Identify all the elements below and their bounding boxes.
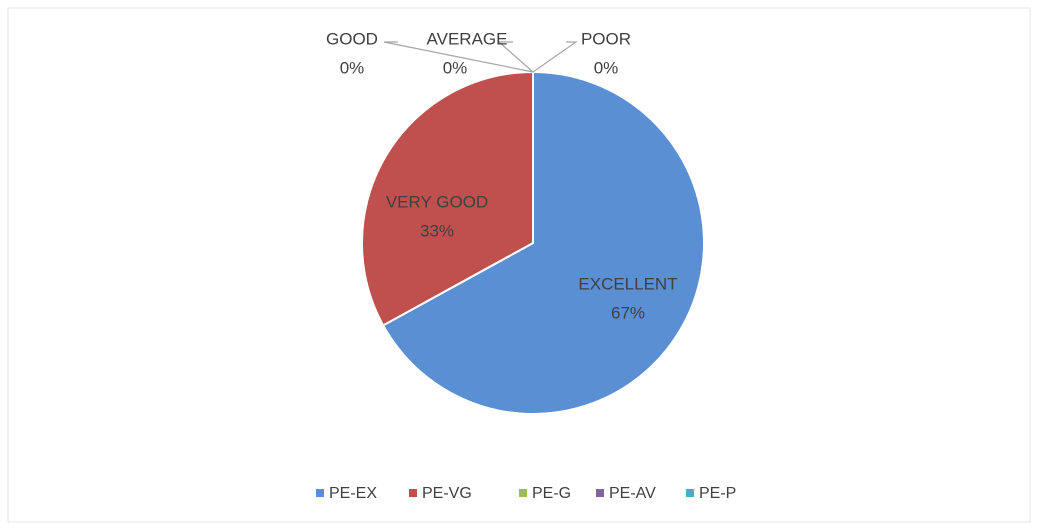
data-label-value: 0%	[340, 58, 365, 77]
legend-text: PE-G	[532, 485, 571, 502]
pie-slice	[381, 70, 705, 415]
data-label-name: EXCELLENT	[578, 274, 677, 293]
data-label-name: POOR	[581, 29, 631, 48]
data-label-value: 67%	[611, 303, 645, 322]
legend-marker	[596, 489, 604, 497]
data-label-value: 33%	[420, 221, 454, 240]
legend-text: PE-VG	[422, 485, 472, 502]
legend-text: PE-P	[699, 485, 736, 502]
data-label-value: 0%	[594, 58, 619, 77]
legend-marker	[686, 489, 694, 497]
legend-marker	[316, 489, 324, 497]
data-label-name: VERY GOOD	[386, 192, 488, 211]
legend-marker	[519, 489, 527, 497]
data-label-value: 0%	[443, 58, 468, 77]
legend-marker	[409, 489, 417, 497]
pie-slice	[361, 70, 534, 327]
leader-line	[497, 41, 534, 73]
legend-text: PE-AV	[609, 485, 656, 502]
leader-line	[383, 41, 534, 73]
leader-line	[532, 41, 578, 73]
legend-text: PE-EX	[329, 485, 377, 502]
data-label-name: GOOD	[326, 29, 378, 48]
data-label-name: AVERAGE	[427, 29, 508, 48]
